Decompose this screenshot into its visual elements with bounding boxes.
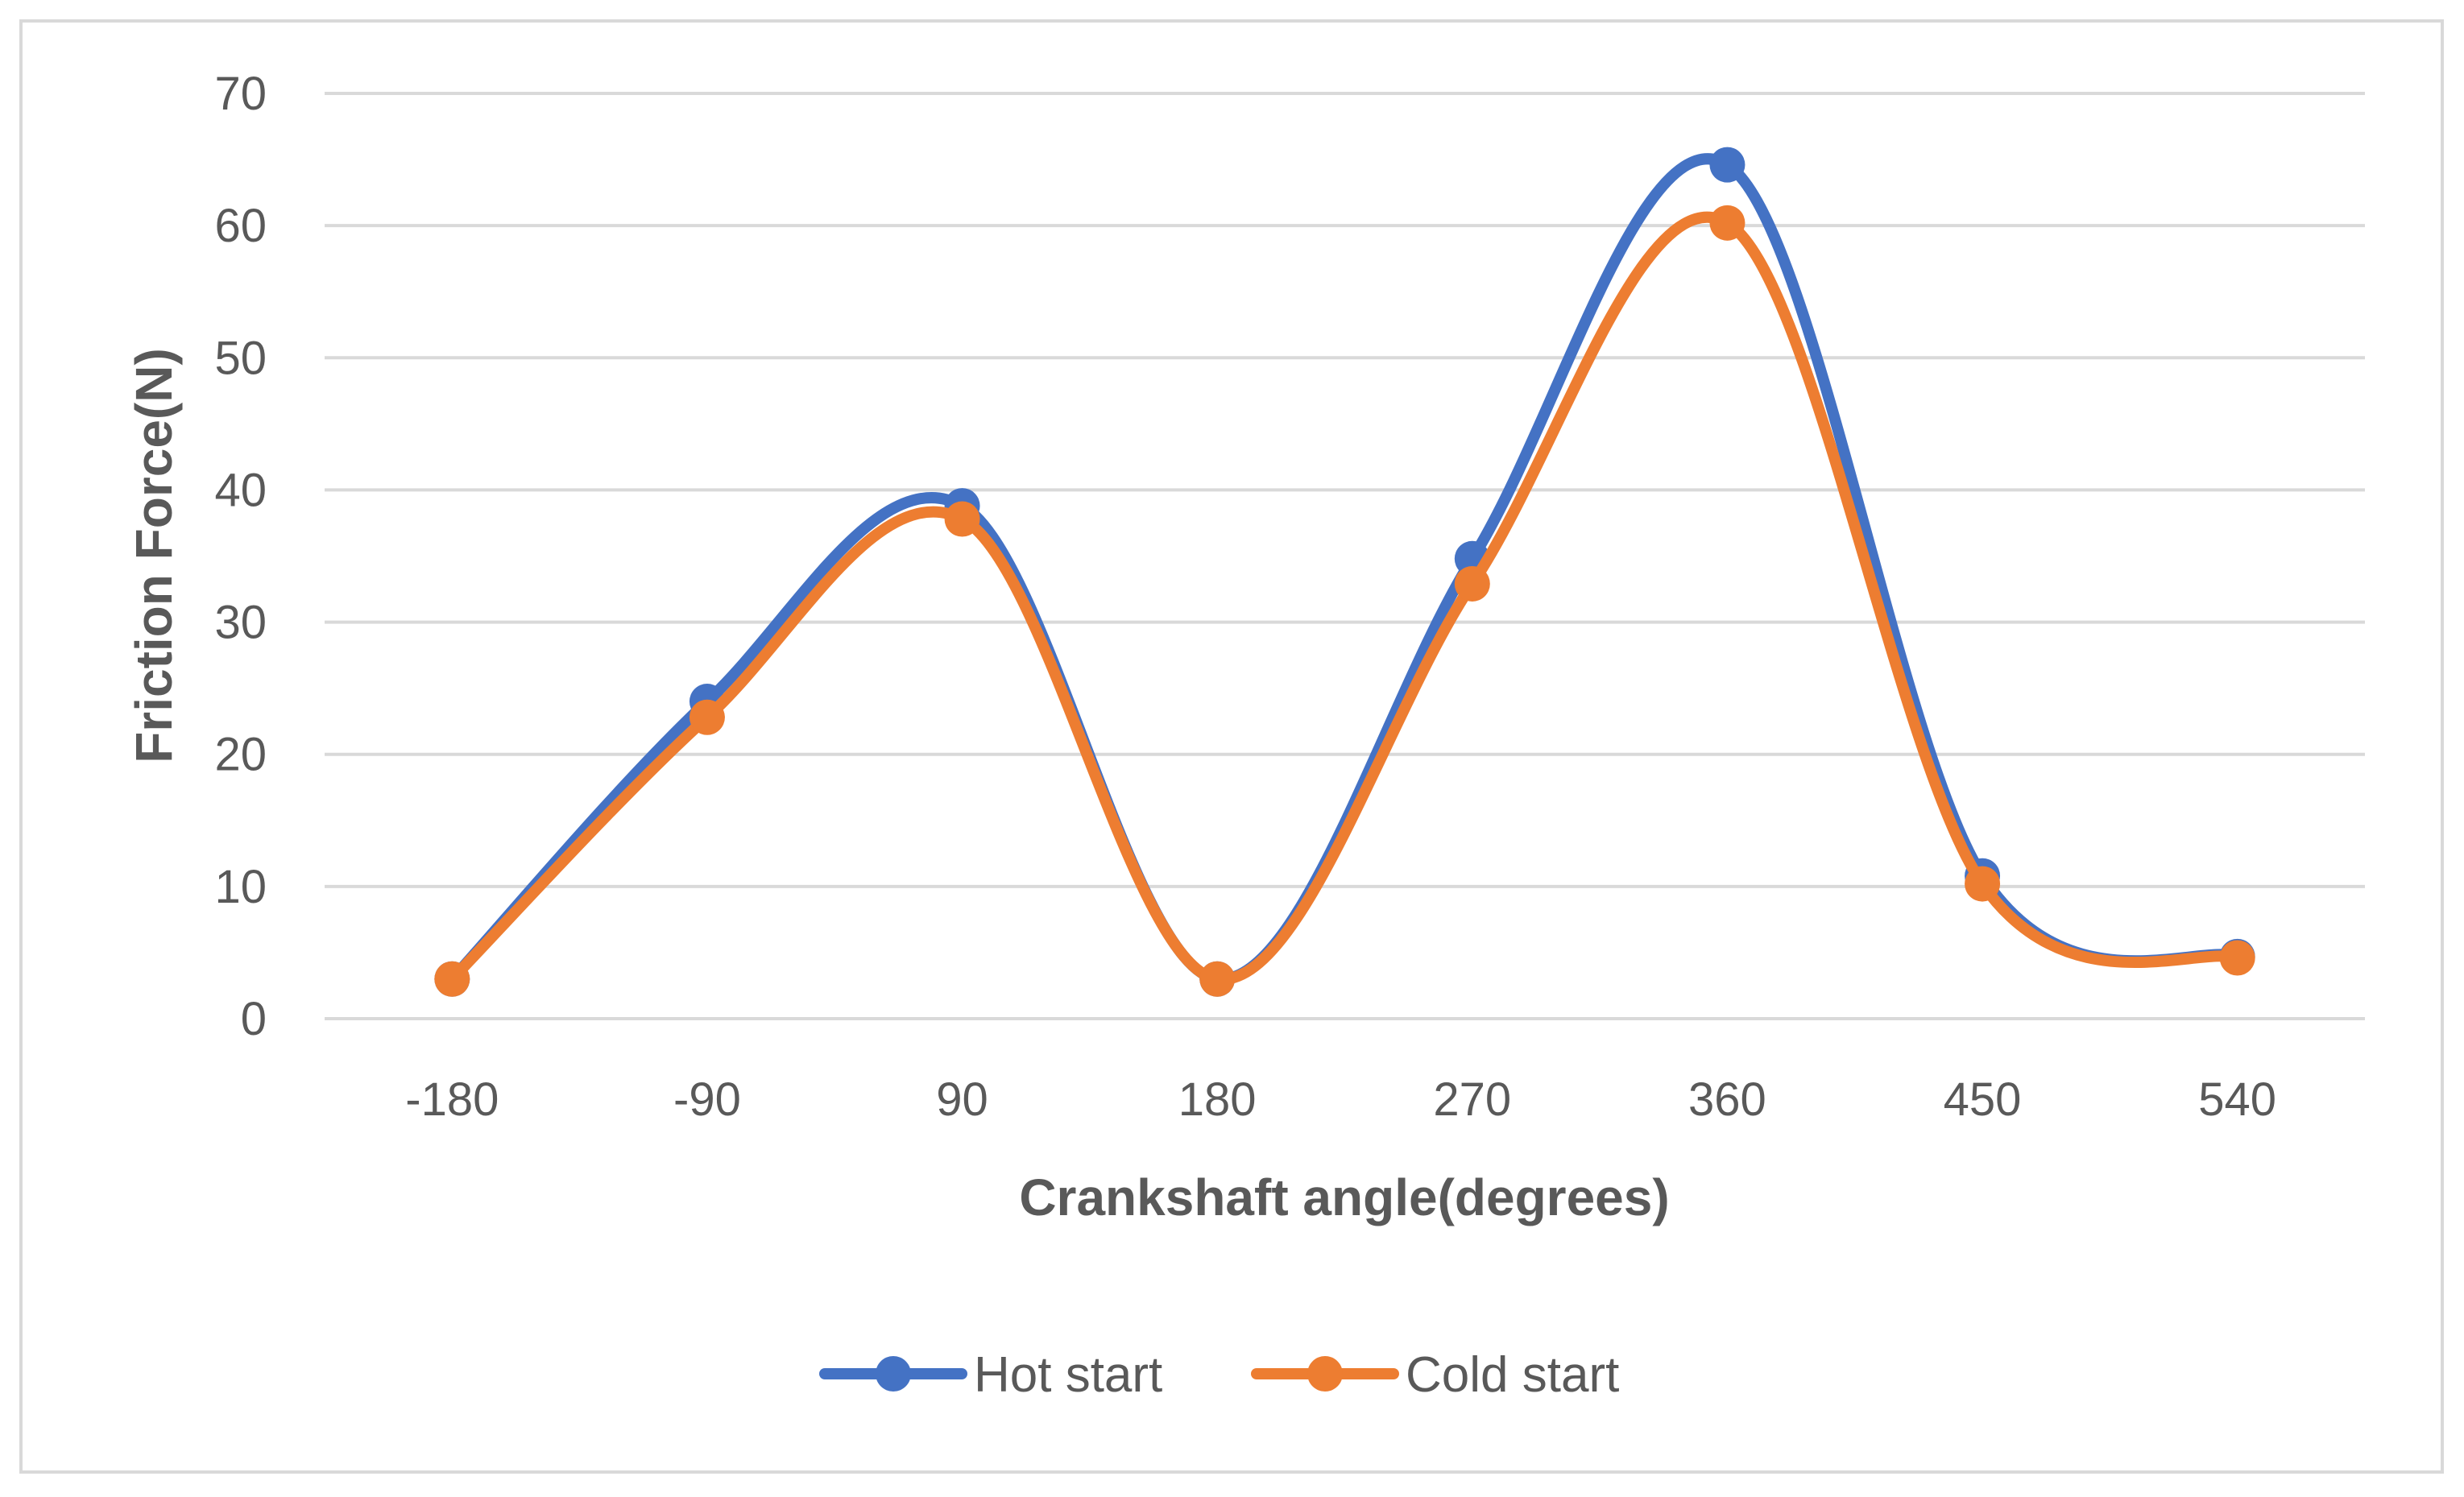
data-point-marker bbox=[434, 961, 470, 997]
x-tick-label: 450 bbox=[1944, 1073, 2022, 1126]
data-point-marker bbox=[1454, 565, 1490, 602]
data-point-marker bbox=[1199, 961, 1236, 997]
legend-marker bbox=[876, 1356, 911, 1392]
y-tick-label: 50 bbox=[214, 332, 267, 384]
y-tick-label: 0 bbox=[241, 993, 267, 1045]
gridlines bbox=[325, 92, 2365, 1020]
data-point-marker bbox=[2219, 940, 2255, 976]
chart-area bbox=[19, 19, 2444, 1474]
series-line bbox=[446, 211, 2243, 985]
x-tick-label: -90 bbox=[673, 1073, 741, 1126]
y-tick-label: 20 bbox=[214, 729, 267, 781]
legend: Hot start Cold start bbox=[819, 1347, 1619, 1403]
data-point-marker bbox=[1709, 205, 1746, 241]
y-axis-ticks: 0 10 20 30 40 50 60 70 bbox=[214, 68, 267, 1045]
x-tick-label: -180 bbox=[405, 1073, 499, 1126]
plot-series bbox=[434, 147, 2255, 997]
x-tick-label: 360 bbox=[1688, 1073, 1766, 1126]
legend-marker bbox=[1307, 1356, 1343, 1392]
data-point-marker bbox=[944, 501, 980, 537]
legend-item: Cold start bbox=[1251, 1347, 1619, 1403]
y-tick-label: 60 bbox=[214, 200, 267, 252]
y-tick-label: 70 bbox=[214, 68, 267, 120]
y-tick-label: 10 bbox=[214, 861, 267, 913]
x-tick-label: 540 bbox=[2198, 1073, 2276, 1126]
x-tick-label: 180 bbox=[1178, 1073, 1257, 1126]
y-axis-title: Friction Force(N) bbox=[125, 348, 183, 763]
y-tick-label: 30 bbox=[214, 597, 267, 649]
series-line bbox=[446, 153, 2243, 985]
data-point-marker bbox=[689, 699, 725, 735]
legend-label: Hot start bbox=[974, 1347, 1162, 1403]
x-tick-label: 90 bbox=[936, 1073, 988, 1126]
y-tick-label: 40 bbox=[214, 464, 267, 516]
x-axis-title: Crankshaft angle(degrees) bbox=[1019, 1168, 1669, 1226]
x-tick-label: 270 bbox=[1433, 1073, 1511, 1126]
series-cold-start bbox=[434, 205, 2255, 997]
x-axis-ticks: -180 -90 90 180 270 360 450 540 bbox=[405, 1073, 2276, 1126]
data-point-marker bbox=[1709, 147, 1746, 183]
legend-label: Cold start bbox=[1406, 1347, 1619, 1403]
data-point-marker bbox=[1965, 866, 2001, 902]
legend-item: Hot start bbox=[819, 1347, 1162, 1403]
